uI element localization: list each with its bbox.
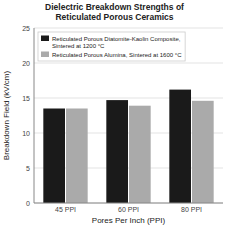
x-tick-label: 60 PPI [118, 206, 139, 213]
y-tick-label: 20 [22, 60, 30, 67]
x-axis [34, 203, 223, 204]
grid [34, 28, 223, 203]
y-axis-label: Breakdown Field (kV/cm) [2, 70, 11, 160]
grid-line [34, 203, 223, 204]
y-tick-label: 0 [26, 200, 30, 207]
legend-box [38, 32, 185, 61]
legend-swatch [41, 36, 49, 42]
legend: Reticulated Porous Diatomite-Kaolin Comp… [38, 32, 185, 61]
x-tick-label: 45 PPI [55, 206, 76, 213]
legend-label: Reticulated Porous Alumina, Sintered at … [52, 52, 182, 58]
bar [43, 109, 65, 204]
grid-line [34, 63, 223, 64]
y-tick-label: 15 [22, 95, 30, 102]
x-tick-label: 80 PPI [181, 206, 202, 213]
bar [192, 101, 214, 203]
y-axis [34, 28, 35, 203]
bar [169, 90, 191, 203]
legend-swatch [41, 52, 49, 58]
title: Dielectric Breakdown Strengths ofReticul… [45, 2, 184, 22]
bar [106, 100, 128, 203]
bar [129, 106, 151, 203]
chart: Dielectric Breakdown Strengths ofReticul… [0, 0, 229, 227]
bars [43, 90, 213, 203]
grid-line [34, 28, 223, 29]
x-axis-label: Pores Per Inch (PPI) [92, 216, 166, 225]
bar [66, 109, 88, 204]
y-tick-label: 5 [26, 165, 30, 172]
y-tick-label: 10 [22, 130, 30, 137]
y-tick-label: 25 [22, 25, 30, 32]
legend-label: Reticulated Porous Diatomite-Kaolin Comp… [52, 36, 181, 49]
grid-line [34, 98, 223, 99]
